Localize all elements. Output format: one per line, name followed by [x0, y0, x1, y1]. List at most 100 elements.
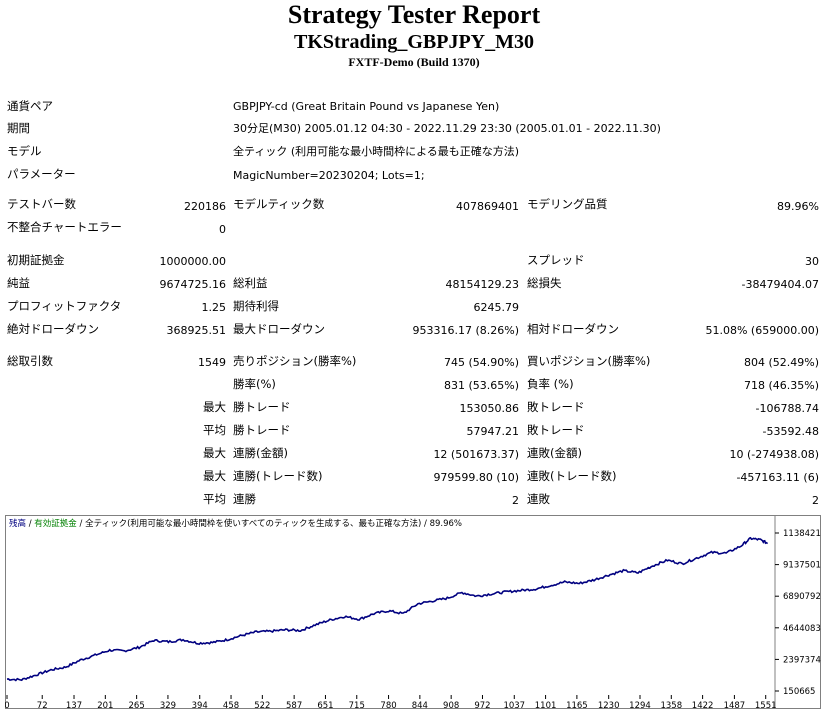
profit-trades-label: 勝率(%) — [233, 377, 276, 391]
y-tick-label: 11384210 — [783, 529, 821, 539]
y-tick-label: 2397374 — [783, 655, 821, 665]
consecutive-loss-label: 連敗(トレード数) — [527, 469, 617, 483]
relative-drawdown-label: 相対ドローダウン — [527, 322, 619, 336]
long-positions-label: 買いポジション(勝率%) — [527, 354, 651, 368]
consecutive-wins-label: 連勝(金額) — [233, 446, 288, 460]
x-tick-label: 1358 — [660, 701, 682, 709]
average-consecutive-losses-value: 2 — [812, 494, 819, 507]
legend-equity: 有効証拠金 — [34, 518, 77, 529]
x-tick-label: 780 — [380, 701, 396, 709]
y-tick-label: 9137501 — [783, 561, 821, 571]
loss-trades-value: 718 (46.35%) — [743, 379, 819, 392]
largest-loss-label: 敗トレード — [527, 400, 585, 414]
maximal-label: 最大 — [203, 469, 226, 483]
period-value: 30分足(M30) 2005.01.12 04:30 - 2022.11.29 … — [233, 122, 661, 135]
x-tick-label: 0 — [5, 701, 10, 709]
expected-payoff-label: 期待利得 — [233, 299, 279, 313]
consecutive-loss-value: -457163.11 (6) — [736, 471, 819, 484]
model-label: モデル — [7, 144, 42, 158]
x-tick-label: 522 — [254, 701, 270, 709]
expected-payoff-value: 6245.79 — [473, 301, 520, 314]
x-tick-label: 458 — [223, 701, 239, 709]
x-tick-label: 1294 — [629, 701, 651, 709]
x-tick-label: 844 — [412, 701, 428, 709]
net-profit-value: 9674725.16 — [159, 278, 226, 291]
balance-line — [6, 536, 768, 682]
mismatch-label: 不整合チャートエラー — [7, 220, 122, 234]
x-tick-label: 201 — [97, 701, 113, 709]
average-loss-value: -53592.48 — [762, 425, 819, 438]
largest-label: 最大 — [203, 400, 226, 414]
spread-value: 30 — [805, 255, 819, 268]
average-consecutive-wins-label: 連勝 — [233, 492, 256, 506]
x-tick-label: 394 — [192, 701, 208, 709]
quality-value: 89.96% — [777, 200, 819, 213]
x-tick-label: 1101 — [535, 701, 557, 709]
y-tick-label: 4644083 — [783, 624, 821, 634]
legend-balance: 残高 — [9, 518, 26, 529]
profit-factor-value: 1.25 — [201, 301, 227, 314]
server-name: FXTF-Demo (Build 1370) — [348, 55, 480, 69]
average-profit-label: 勝トレード — [233, 423, 291, 437]
consecutive-wins-value: 12 (501673.37) — [433, 448, 519, 461]
x-tick-label: 587 — [286, 701, 302, 709]
absolute-drawdown-label: 絶対ドローダウン — [7, 322, 99, 336]
profit-trades-value: 831 (53.65%) — [443, 379, 519, 392]
average-consecutive-wins-value: 2 — [512, 494, 519, 507]
x-tick-label: 715 — [349, 701, 365, 709]
period-label: 期間 — [7, 121, 30, 135]
symbol-label: 通貨ペア — [7, 99, 53, 113]
net-profit-label: 純益 — [7, 276, 30, 290]
gross-loss-value: -38479404.07 — [741, 278, 819, 291]
long-positions-value: 804 (52.49%) — [743, 356, 819, 369]
x-tick-label: 972 — [474, 701, 490, 709]
largest-profit-label: 勝トレード — [233, 400, 291, 414]
bars-label: テストバー数 — [7, 197, 76, 211]
bars-value: 220186 — [184, 200, 226, 213]
average-profit-value: 57947.21 — [466, 425, 520, 438]
short-positions-value: 745 (54.90%) — [443, 356, 519, 369]
consecutive-losses-label: 連敗(金額) — [527, 446, 582, 460]
quality-label: モデリング品質 — [527, 197, 608, 211]
maximal-drawdown-value: 953316.17 (8.26%) — [412, 324, 519, 337]
gross-profit-label: 総利益 — [233, 276, 268, 290]
x-tick-label: 651 — [317, 701, 333, 709]
balance-chart: 残高 / 有効証拠金 / 全ティック(利用可能な最小時間枠を使いすべてのティック… — [5, 515, 821, 709]
legend-quality: 89.96% — [430, 519, 462, 529]
x-tick-label: 1165 — [566, 701, 588, 709]
loss-trades-label: 負率 (%) — [527, 377, 574, 391]
chart-legend: 残高 / 有効証拠金 / 全ティック(利用可能な最小時間枠を使いすべてのティック… — [9, 518, 462, 529]
parameters-label: パラメーター — [7, 167, 76, 181]
consecutive-profit-label: 連勝(トレード数) — [233, 469, 323, 483]
average-label: 平均 — [203, 423, 226, 437]
x-tick-label: 137 — [66, 701, 82, 709]
gross-profit-value: 48154129.23 — [445, 278, 519, 291]
spread-label: スプレッド — [527, 253, 585, 267]
consecutive-losses-value: 10 (-274938.08) — [729, 448, 819, 461]
maximum-label: 最大 — [203, 446, 226, 460]
y-tick-label: 150665 — [783, 687, 815, 697]
average-consecutive-losses-label: 連敗 — [527, 492, 550, 506]
ticks-label: モデルティック数 — [233, 197, 325, 211]
absolute-drawdown-value: 368925.51 — [166, 324, 227, 337]
average-loss-label: 敗トレード — [527, 423, 585, 437]
x-tick-label: 329 — [160, 701, 176, 709]
largest-loss-value: -106788.74 — [755, 402, 819, 415]
model-value: 全ティック (利用可能な最小時間枠による最も正確な方法) — [233, 145, 520, 158]
largest-profit-value: 153050.86 — [459, 402, 520, 415]
y-tick-label: 6890792 — [783, 592, 821, 602]
x-tick-label: 908 — [443, 701, 459, 709]
symbol-value: GBPJPY-cd (Great Britain Pound vs Japane… — [233, 100, 500, 113]
average-consecutive-label: 平均 — [203, 492, 226, 506]
short-positions-label: 売りポジション(勝率%) — [233, 354, 357, 368]
deposit-label: 初期証拠金 — [7, 253, 65, 267]
x-tick-label: 1422 — [692, 701, 714, 709]
total-trades-label: 総取引数 — [7, 354, 53, 368]
ea-name: TKStrading_GBPJPY_M30 — [293, 31, 534, 53]
x-tick-label: 265 — [129, 701, 145, 709]
profit-factor-label: プロフィットファクタ — [7, 299, 122, 313]
consecutive-profit-value: 979599.80 (10) — [433, 471, 519, 484]
legend-model: 全ティック(利用可能な最小時間枠を使いすべてのティックを生成する、最も正確な方法… — [85, 518, 421, 529]
legend-separator-1: / — [26, 519, 34, 529]
x-tick-label: 1487 — [724, 701, 746, 709]
